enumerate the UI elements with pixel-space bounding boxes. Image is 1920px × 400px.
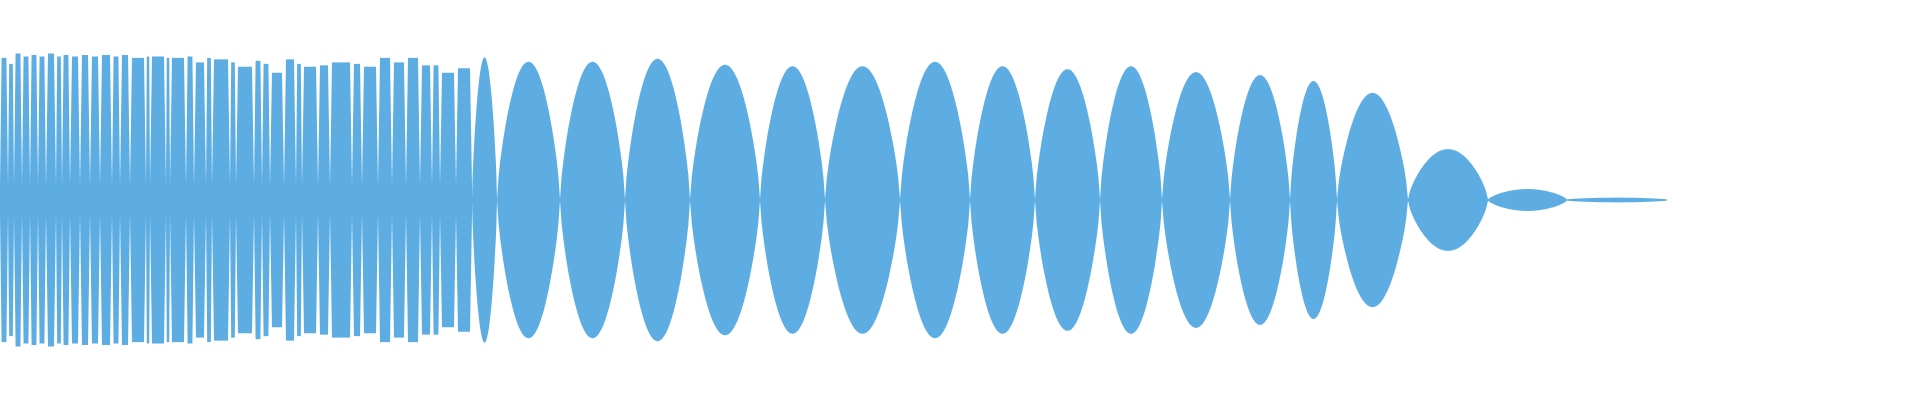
waveform-pulse <box>56 56 62 344</box>
waveform-pulse <box>362 66 378 334</box>
waveform-marks <box>0 53 1667 347</box>
waveform-pulse <box>284 59 296 341</box>
waveform-lobe <box>472 57 497 343</box>
waveform-lobe <box>1162 72 1230 328</box>
waveform-pulse <box>254 60 262 340</box>
waveform-pulse <box>230 62 236 338</box>
waveform-pulse <box>206 57 212 343</box>
waveform-lobe <box>497 61 560 339</box>
waveform-pulse <box>166 57 170 343</box>
waveform-pulse <box>30 54 38 346</box>
waveform-pulse <box>236 66 254 334</box>
waveform-lobe <box>1567 197 1667 203</box>
waveform-pulse <box>120 54 130 346</box>
waveform-lobe <box>1100 66 1162 334</box>
waveform-pulse <box>100 54 112 346</box>
waveform-lobe <box>900 61 970 339</box>
waveform-pulse <box>112 56 120 344</box>
waveform-pulse <box>420 65 432 335</box>
waveform-pulse <box>186 56 194 344</box>
waveform-pulse <box>262 63 270 337</box>
waveform-pulse <box>406 57 420 343</box>
waveform-pulse <box>170 57 186 343</box>
waveform-pulse <box>296 63 302 337</box>
waveform-pulse <box>146 56 150 344</box>
waveform-lobe <box>560 61 625 339</box>
waveform-lobe <box>1290 81 1337 319</box>
waveform-pulse <box>14 53 22 347</box>
waveform-pulse <box>302 66 318 334</box>
waveform-pulse <box>70 56 80 344</box>
waveform-lobe <box>1337 92 1408 308</box>
waveform-pulse <box>352 63 362 337</box>
waveform-lobe <box>760 66 825 334</box>
waveform-pulse <box>212 59 230 341</box>
waveform-pulse <box>90 56 100 344</box>
waveform-pulse <box>22 56 30 344</box>
waveform-lobe <box>1035 69 1100 331</box>
waveform-lobe <box>1230 75 1290 325</box>
waveform-lobe <box>690 64 760 336</box>
waveform-lobe <box>970 66 1035 334</box>
waveform-pulse <box>62 54 70 346</box>
waveform-pulse <box>150 56 166 344</box>
waveform-lobe <box>625 58 690 342</box>
waveform-pulse <box>8 63 14 337</box>
waveform-pulse <box>0 57 8 343</box>
waveform-pulse <box>330 62 352 338</box>
waveform-pulse <box>80 54 90 346</box>
waveform-pulse <box>38 56 46 344</box>
waveform-pulse <box>456 68 472 332</box>
waveform-pulse <box>440 72 456 328</box>
waveform-lobe <box>1488 189 1567 211</box>
waveform-pulse <box>432 65 440 335</box>
waveform-pulse <box>392 62 406 338</box>
waveform-lobe <box>1408 149 1488 251</box>
waveform-pulse <box>378 57 392 343</box>
waveform-pulse <box>130 57 146 343</box>
waveform-pulse <box>194 62 206 338</box>
waveform-lobe <box>825 66 900 334</box>
waveform-pulse <box>318 65 330 335</box>
waveform-pulse <box>46 53 56 347</box>
waveform-pulse <box>270 72 284 328</box>
